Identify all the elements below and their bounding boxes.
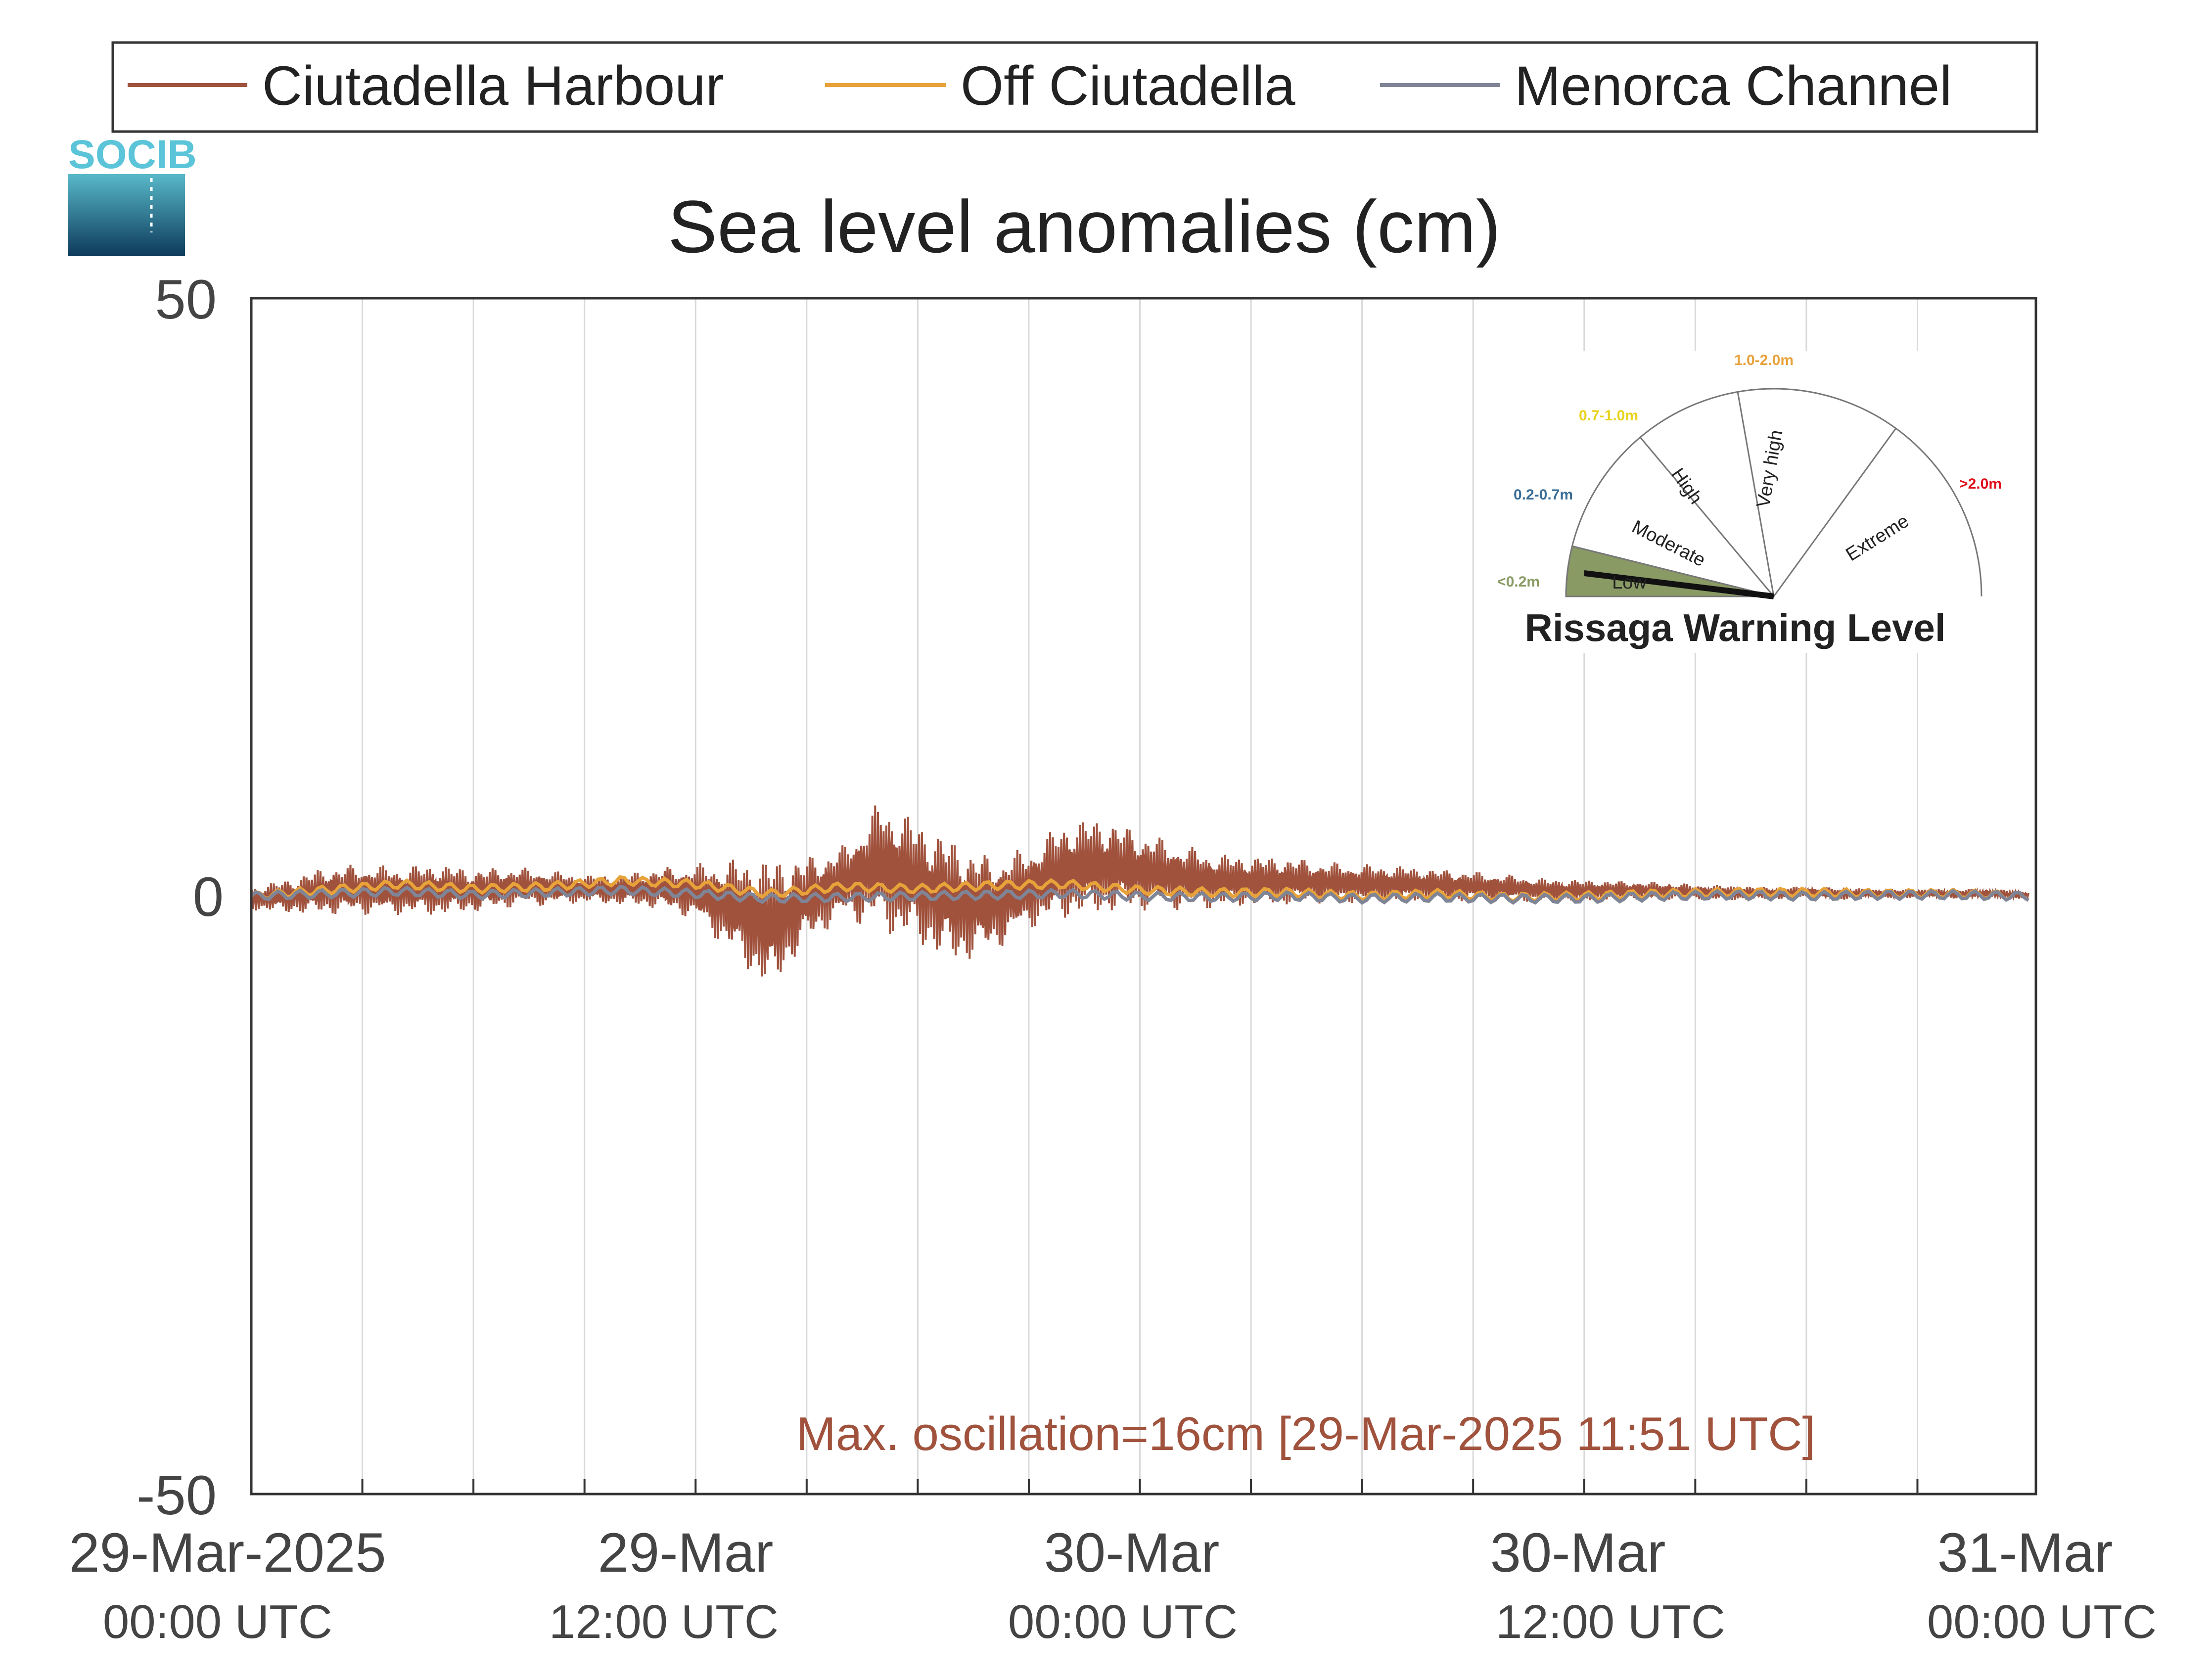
gauge-range-very-high: 1.0-2.0m <box>1734 352 1794 368</box>
legend-label-ciutadella-harbour: Ciutadella Harbour <box>262 55 724 117</box>
x-tick-label-4-sub: 00:00 UTC <box>1927 1595 2157 1648</box>
gauge-range-extreme: >2.0m <box>1959 476 2002 492</box>
socib-logo-block <box>68 174 185 256</box>
gauge-needle <box>1583 570 1774 599</box>
gauge-divider <box>1639 437 1775 597</box>
max-oscillation-annotation: Max. oscillation=16cm [29-Mar-2025 11:51… <box>796 1407 1815 1460</box>
gauge-divider <box>1773 428 1897 597</box>
gauge-divider <box>1737 392 1775 597</box>
x-tick-label-0-sub: 00:00 UTC <box>103 1595 332 1648</box>
axis-ticks <box>361 1479 1919 1494</box>
legend-label-off-ciutadella: Off Ciutadella <box>961 55 1295 117</box>
x-tick-label-2-main: 30-Mar <box>1044 1522 1220 1584</box>
x-tick-label-0-main: 29-Mar-2025 <box>69 1522 386 1584</box>
y-tick-label-min: -50 <box>137 1464 217 1526</box>
x-tick-label-4-main: 31-Mar <box>1937 1522 2113 1584</box>
gauge-background <box>1487 351 2011 653</box>
legend-frame <box>111 41 2038 133</box>
y-tick-label-max: 50 <box>155 269 217 330</box>
x-tick-label-3-sub: 12:00 UTC <box>1496 1595 1725 1648</box>
gauge-dial <box>1565 388 1982 599</box>
x-tick-label-3-main: 30-Mar <box>1490 1522 1666 1584</box>
socib-logo: SOCIB <box>68 132 197 256</box>
rissaga-warning-gauge: Low Moderate High Very high Extreme <0.2… <box>1487 351 2011 653</box>
y-tick-label-zero: 0 <box>193 866 224 928</box>
gauge-range-low: <0.2m <box>1497 574 1540 590</box>
x-tick-label-1-sub: 12:00 UTC <box>549 1595 779 1648</box>
gauge-range-high: 0.7-1.0m <box>1579 408 1638 424</box>
plot-area <box>250 297 2037 1496</box>
socib-logo-text: SOCIB <box>68 132 197 177</box>
gauge-segment-low: Low <box>1612 572 1647 593</box>
series-lines <box>250 805 2029 977</box>
legend-label-menorca-channel: Menorca Channel <box>1515 55 1952 117</box>
legend: Ciutadella Harbour Off Ciutadella Menorc… <box>111 41 2038 133</box>
chart-title: Sea level anomalies (cm) <box>668 185 1501 268</box>
gauge-range-moderate: 0.2-0.7m <box>1514 487 1573 503</box>
plot-frame <box>250 297 2037 1496</box>
gauge-title: Rissaga Warning Level <box>1524 606 1945 649</box>
gauge-arc <box>1565 388 1982 597</box>
gauge-divider <box>1572 545 1774 597</box>
x-tick-label-2-sub: 00:00 UTC <box>1008 1595 1238 1648</box>
series-menorca-channel <box>250 884 2029 905</box>
x-tick-label-1-main: 29-Mar <box>598 1522 774 1584</box>
